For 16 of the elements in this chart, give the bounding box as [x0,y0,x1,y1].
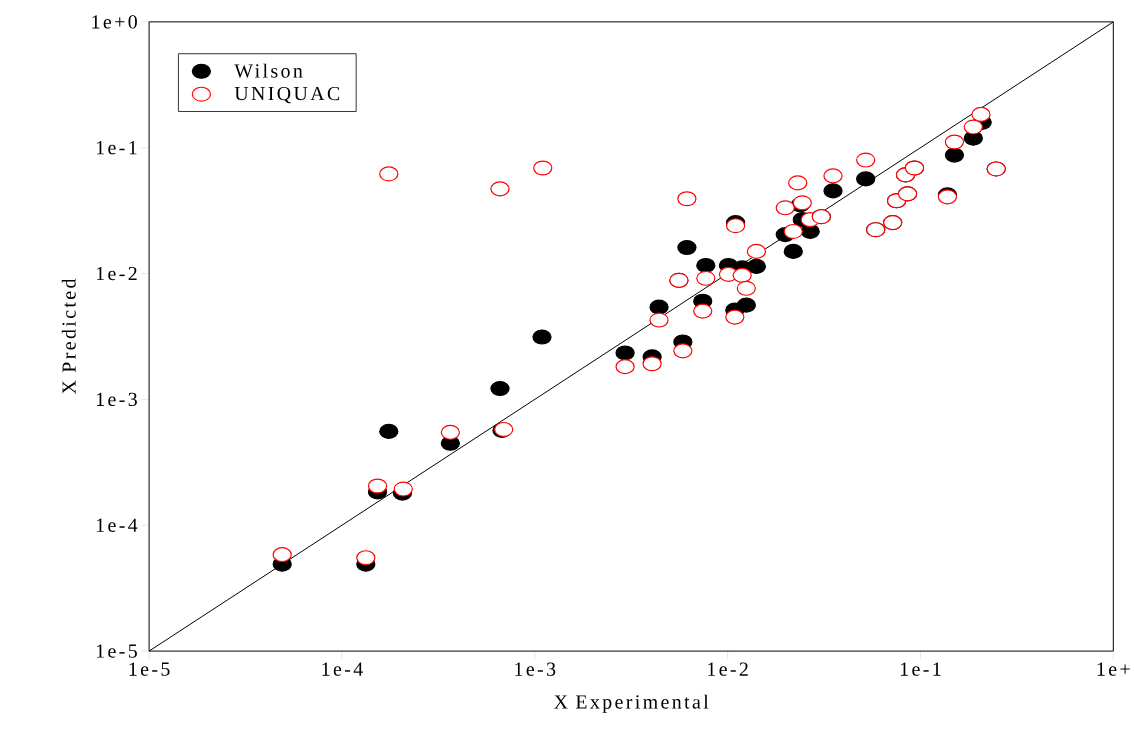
y-tick-label: 1e-4 [96,518,138,533]
x-tick-label: 1e-5 [129,662,170,677]
x-tick-label: 1e-4 [322,662,363,677]
y-tick-label: 1e+0 [92,15,137,29]
x-tick-label: 1e-2 [708,662,748,677]
y-axis-title: X Predicted [61,279,76,395]
y-tick-label: 1e-5 [96,644,137,658]
y-tick-label: 1e-3 [96,392,137,407]
x-tick-label: 1e-3 [515,662,556,677]
x-axis-title: X Experimental [554,694,709,713]
legend-label: Wilson [234,63,303,78]
x-tick-label: 1e-1 [900,662,941,677]
y-tick-label: 1e-1 [96,141,137,155]
y-tick-label: 1e-2 [96,267,137,281]
x-tick-label: 1e+ [1097,662,1130,677]
legend-label: UNIQUAC [234,87,340,104]
